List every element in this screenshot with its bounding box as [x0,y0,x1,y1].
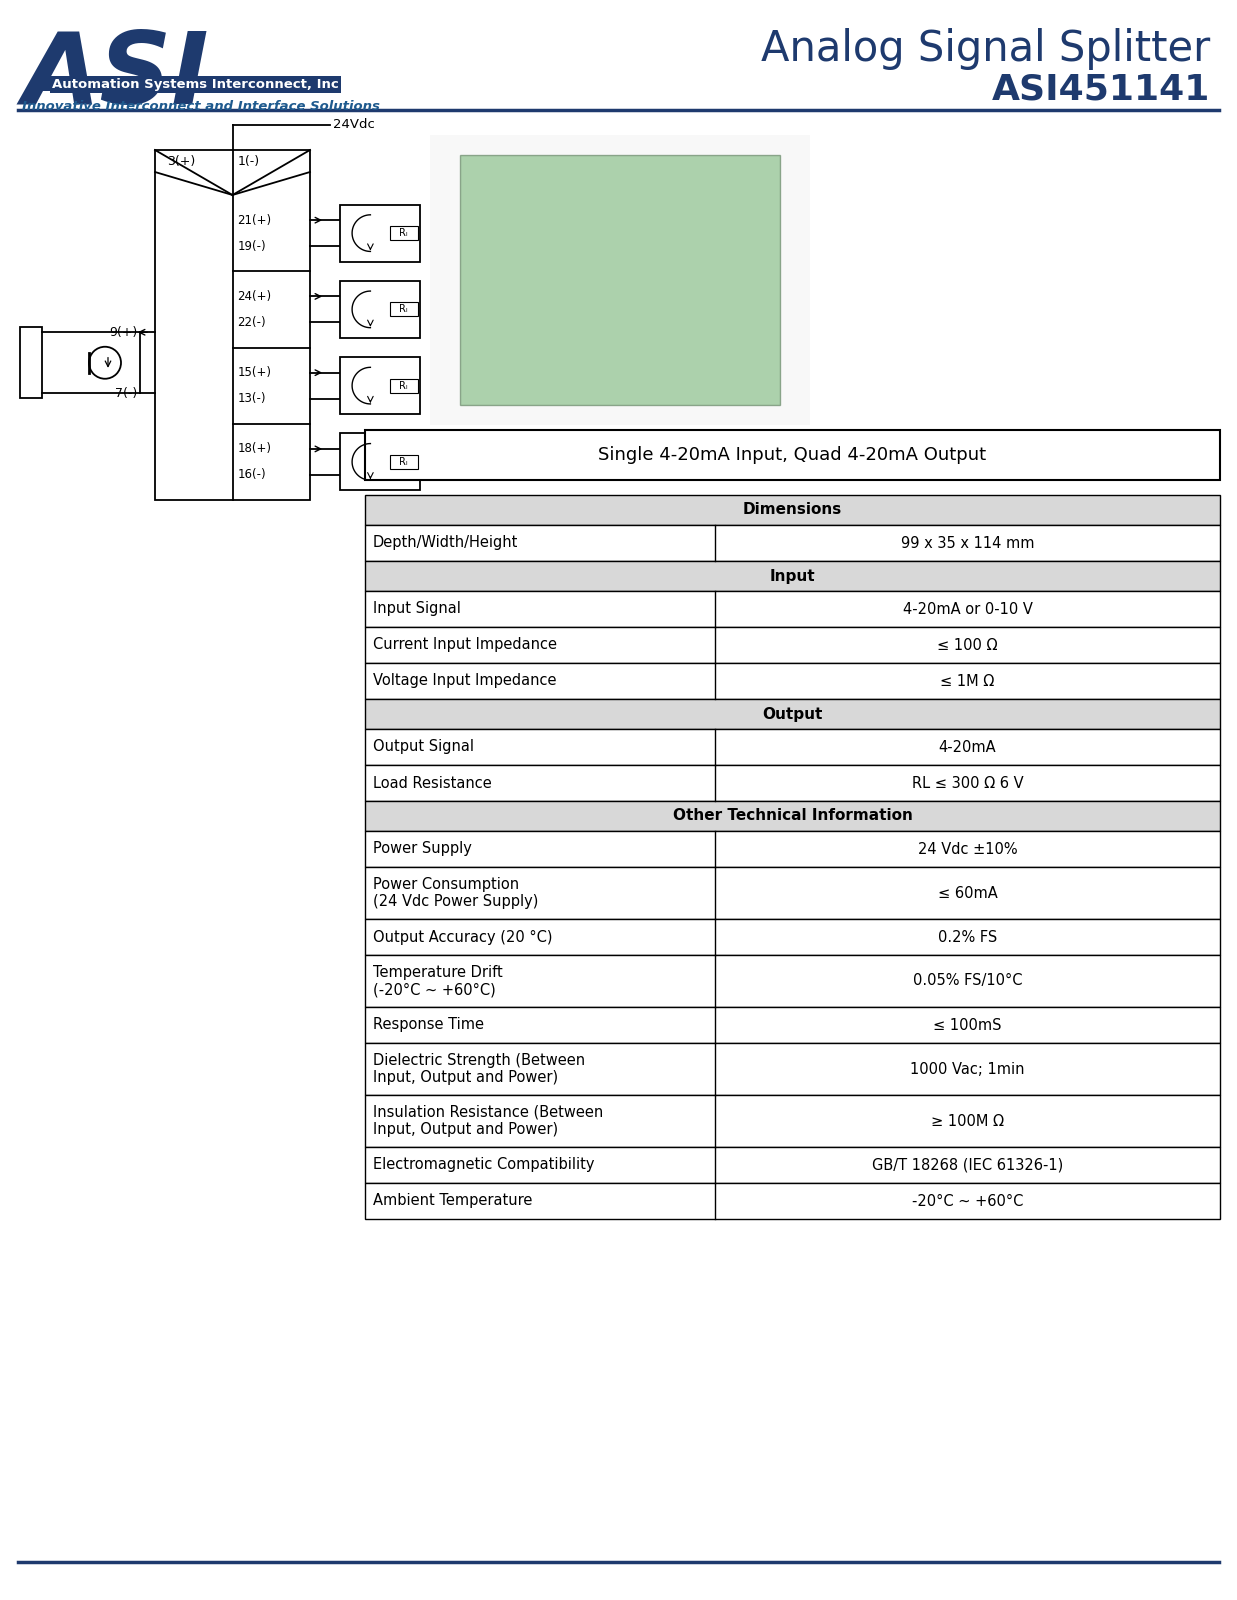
Text: ≥ 100M Ω: ≥ 100M Ω [931,1114,1004,1128]
Text: 9(+): 9(+) [109,326,137,339]
Text: 16(-): 16(-) [238,469,266,482]
Bar [365,765,1220,802]
Text: ≤ 100mS: ≤ 100mS [933,1018,1002,1032]
Bar [460,155,781,405]
Bar [365,562,1220,590]
Text: GB/T 18268 (IEC 61326-1): GB/T 18268 (IEC 61326-1) [872,1157,1063,1173]
Text: 0.05% FS/10°C: 0.05% FS/10°C [913,973,1022,989]
Bar [390,226,418,240]
Bar [365,802,1220,830]
Text: Output: Output [762,707,823,722]
Bar [340,205,421,262]
Bar [365,730,1220,765]
Text: Output Signal: Output Signal [374,739,474,755]
Bar [365,867,1220,918]
Bar [365,918,1220,955]
Text: Power Consumption
(24 Vdc Power Supply): Power Consumption (24 Vdc Power Supply) [374,877,538,909]
Text: Current Input Impedance: Current Input Impedance [374,637,557,653]
Bar [20,328,42,398]
Text: 24 Vdc ±10%: 24 Vdc ±10% [918,842,1017,856]
Bar [365,525,1220,562]
Text: 7(-): 7(-) [115,387,137,400]
Bar [365,955,1220,1006]
Text: Rₗ: Rₗ [400,229,408,238]
Bar [390,302,418,317]
Text: Electromagnetic Compatibility: Electromagnetic Compatibility [374,1157,595,1173]
Bar [365,494,1220,525]
Bar [365,830,1220,867]
Text: Output Accuracy (20 °C): Output Accuracy (20 °C) [374,930,553,944]
Text: Rₗ: Rₗ [400,381,408,390]
Text: Insulation Resistance (Between
Input, Output and Power): Insulation Resistance (Between Input, Ou… [374,1104,604,1138]
Text: ASI451141: ASI451141 [992,72,1210,106]
Text: 0.2% FS: 0.2% FS [938,930,997,944]
Text: 13(-): 13(-) [238,392,266,405]
Text: 15(+): 15(+) [238,366,271,379]
Text: 1(-): 1(-) [238,155,260,168]
Bar [365,1094,1220,1147]
Bar [365,1182,1220,1219]
Text: Load Resistance: Load Resistance [374,776,492,790]
Text: 4-20mA: 4-20mA [939,739,996,755]
Bar [365,699,1220,730]
Text: Input: Input [769,568,815,584]
Bar [365,1006,1220,1043]
Bar [340,434,421,491]
Text: 18(+): 18(+) [238,443,271,456]
Text: Automation Systems Interconnect, Inc: Automation Systems Interconnect, Inc [52,78,339,91]
Text: Power Supply: Power Supply [374,842,471,856]
Text: -20°C ~ +60°C: -20°C ~ +60°C [912,1194,1023,1208]
Bar [365,430,1220,480]
Text: ≤ 60mA: ≤ 60mA [938,885,997,901]
Text: Depth/Width/Height: Depth/Width/Height [374,536,518,550]
Text: ≤ 100 Ω: ≤ 100 Ω [938,637,998,653]
Bar [365,627,1220,662]
Bar [430,134,810,426]
Text: Dimensions: Dimensions [743,502,842,517]
Text: RL ≤ 300 Ω 6 V: RL ≤ 300 Ω 6 V [912,776,1023,790]
Bar [340,357,421,414]
Text: 19(-): 19(-) [238,240,266,253]
Text: 4-20mA or 0-10 V: 4-20mA or 0-10 V [903,602,1033,616]
Text: 24Vdc: 24Vdc [333,118,375,131]
Text: Rₗ: Rₗ [400,304,408,314]
Text: 24(+): 24(+) [238,290,272,302]
Text: ASI: ASI [22,27,209,125]
Text: Dielectric Strength (Between
Input, Output and Power): Dielectric Strength (Between Input, Outp… [374,1053,585,1085]
Text: Voltage Input Impedance: Voltage Input Impedance [374,674,557,688]
Text: ≤ 1M Ω: ≤ 1M Ω [940,674,995,688]
Text: 21(+): 21(+) [238,214,272,227]
Text: Temperature Drift
(-20°C ~ +60°C): Temperature Drift (-20°C ~ +60°C) [374,965,502,997]
Bar [155,150,310,499]
Text: 99 x 35 x 114 mm: 99 x 35 x 114 mm [901,536,1034,550]
Text: Ambient Temperature: Ambient Temperature [374,1194,532,1208]
Text: Innovative Interconnect and Interface Solutions: Innovative Interconnect and Interface So… [22,99,380,114]
Text: Response Time: Response Time [374,1018,484,1032]
Text: Input Signal: Input Signal [374,602,461,616]
Text: Single 4-20mA Input, Quad 4-20mA Output: Single 4-20mA Input, Quad 4-20mA Output [599,446,987,464]
Bar [365,662,1220,699]
Text: Analog Signal Splitter: Analog Signal Splitter [761,27,1210,70]
Text: 1000 Vac; 1min: 1000 Vac; 1min [910,1061,1024,1077]
Bar [390,454,418,469]
Bar [340,280,421,338]
Bar [365,1147,1220,1182]
Bar [365,590,1220,627]
Bar [365,1043,1220,1094]
Text: Rₗ: Rₗ [400,458,408,467]
Text: Other Technical Information: Other Technical Information [673,808,913,824]
Bar [390,379,418,392]
Text: 22(-): 22(-) [238,315,266,330]
Text: 3(+): 3(+) [167,155,195,168]
